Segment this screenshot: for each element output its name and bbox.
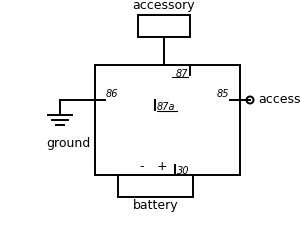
Text: 87: 87 (175, 69, 188, 79)
Text: 87a: 87a (157, 102, 175, 112)
Text: -: - (140, 160, 144, 173)
Text: 85: 85 (216, 89, 229, 99)
Text: battery: battery (133, 199, 178, 212)
Text: ground: ground (46, 137, 90, 150)
Text: 86: 86 (106, 89, 119, 99)
Bar (118, 175, 193, 197)
Text: +: + (156, 160, 167, 173)
Bar (95, 65, 240, 175)
Text: accessory: accessory (258, 93, 301, 106)
Bar (138, 15, 190, 37)
Text: accessory: accessory (133, 0, 195, 12)
Text: 30: 30 (177, 166, 190, 176)
